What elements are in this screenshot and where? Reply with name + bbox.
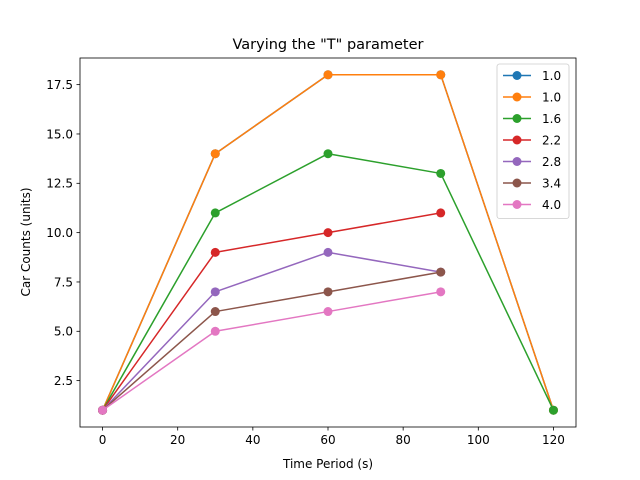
x-tick-label-5: 100: [467, 433, 490, 447]
legend-label-6: 4.0: [542, 198, 561, 212]
series-line-6: [102, 291, 441, 411]
x-tick-label-3: 60: [320, 433, 335, 447]
y-tick-label-4: 12.5: [46, 177, 73, 191]
legend-label-4: 2.8: [542, 155, 561, 169]
series-line-2: [101, 152, 555, 411]
data-point-s2-2: [323, 149, 333, 159]
y-tick-label-0: 2.5: [54, 374, 73, 388]
y-tick-label-3: 10.0: [46, 226, 73, 240]
x-tick-label-4: 80: [396, 433, 411, 447]
y-axis-label: Car Counts (units): [19, 187, 33, 296]
data-point-s3-2: [323, 228, 333, 238]
data-point-s3-3: [436, 208, 446, 218]
x-tick-label-0: 0: [99, 433, 107, 447]
legend: 1.0 1.0 1.6 2.2 2.8 3.4 4.0: [496, 63, 570, 219]
data-point-s4-2: [323, 247, 333, 257]
data-point-s4-1: [210, 287, 220, 297]
series-line-1: [101, 74, 555, 411]
series-line-3: [101, 212, 441, 411]
legend-marker-6: [512, 200, 522, 209]
data-point-s5-1: [210, 307, 220, 317]
data-point-s1-1: [210, 149, 220, 159]
legend-marker-0: [512, 71, 522, 80]
y-tick-label-5: 15.0: [46, 127, 73, 141]
data-point-s1-3: [436, 70, 446, 80]
legend-marker-3: [512, 135, 522, 145]
legend-label-3: 2.2: [542, 133, 561, 147]
legend-marker-4: [512, 157, 522, 166]
x-tick-label-2: 40: [245, 433, 260, 447]
data-point-s5-3: [436, 267, 446, 277]
legend-label-0: 1.0: [542, 69, 561, 83]
y-tick-label-1: 5.0: [54, 325, 73, 339]
y-tick-label-6: 17.5: [46, 78, 73, 92]
data-point-s2-1: [210, 208, 220, 218]
x-axis-label: Time Period (s): [282, 457, 373, 471]
legend-marker-2: [512, 114, 522, 123]
data-point-s1-2: [323, 70, 333, 80]
legend-label-1: 1.0: [542, 90, 561, 104]
data-point-s5-2: [323, 287, 333, 297]
series-line-4: [102, 251, 441, 411]
series-line-5: [102, 271, 441, 411]
series-line-0: [101, 74, 555, 411]
x-tick-label-1: 20: [170, 433, 185, 447]
legend-marker-1: [512, 92, 522, 102]
data-point-s6-0: [98, 405, 108, 415]
x-tick-label-6: 120: [542, 433, 565, 447]
chart-title: Varying the "T" parameter: [232, 37, 423, 53]
data-point-s3-1: [210, 247, 220, 257]
legend-label-2: 1.6: [542, 112, 561, 126]
legend-label-5: 3.4: [542, 176, 561, 190]
y-tick-label-2: 7.5: [54, 275, 73, 289]
legend-marker-5: [512, 178, 522, 188]
data-point-s6-2: [323, 307, 333, 317]
data-point-s2-4: [548, 405, 558, 415]
plot-area: 0 20 40 60 80 100 120 2.5 5.0 7.5 10.0 12.5 15.0 17.5: [46, 57, 577, 447]
data-point-s6-1: [210, 326, 220, 336]
data-point-s6-3: [436, 287, 446, 297]
data-point-s2-3: [436, 168, 446, 178]
